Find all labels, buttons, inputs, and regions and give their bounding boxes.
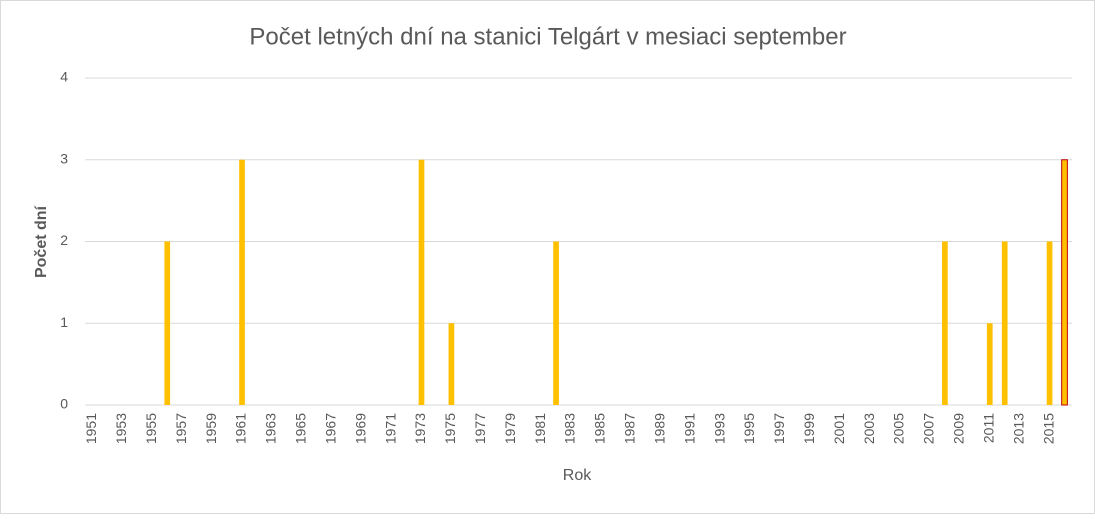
x-tick-label: 1971 [382,413,398,444]
x-tick-label: 2009 [951,413,967,444]
x-tick-label: 2007 [921,413,937,444]
y-tick-label: 4 [60,69,68,85]
x-tick-label: 1993 [711,413,727,444]
bar [418,159,425,405]
x-tick-label: 1957 [173,413,189,444]
x-tick-label: 1995 [741,413,757,444]
bar [1046,241,1053,405]
x-tick-label: 1985 [592,413,608,444]
x-tick-label: 2013 [1010,413,1026,444]
y-tick-label: 0 [60,396,68,412]
bar [164,241,171,405]
x-tick-label: 1989 [651,413,667,444]
x-tick-label: 2011 [980,413,996,443]
x-tick-label: 1965 [293,413,309,444]
x-tick-label: 1959 [203,413,219,444]
bar [1001,241,1008,405]
x-tick-label: 1977 [472,413,488,444]
x-tick-label: 1983 [562,413,578,444]
x-tick-label: 1973 [412,413,428,444]
y-axis-label: Počet dní [33,205,50,278]
x-tick-label: 1975 [442,413,458,444]
bar [553,241,559,405]
bar [448,323,455,405]
bar [942,241,948,405]
bar [986,323,993,405]
x-tick-label: 1955 [143,413,159,444]
x-tick-label: 1979 [502,413,518,444]
x-tick-label: 1991 [681,413,697,444]
chart-title: Počet letných dní na stanici Telgárt v m… [249,23,846,50]
x-tick-label: 1967 [322,413,338,444]
y-tick-label: 1 [60,314,68,330]
x-tick-label: 2003 [861,413,877,444]
x-tick-label: 1987 [622,413,638,444]
x-tick-label: 1963 [263,413,279,444]
x-tick-label: 1969 [352,413,368,444]
x-tick-label: 2015 [1040,413,1056,444]
x-tick-label: 2005 [891,413,907,444]
x-axis-label: Rok [563,467,592,484]
x-tick-label: 2001 [831,413,847,444]
x-tick-label: 1999 [801,413,817,444]
y-tick-label: 3 [60,150,68,166]
x-tick-label: 1953 [113,413,129,444]
bar [1061,159,1068,406]
bar [239,159,245,405]
x-tick-label: 1981 [532,413,548,444]
x-tick-label: 1961 [233,413,249,444]
x-tick-label: 1997 [771,413,787,444]
y-tick-label: 2 [60,232,68,248]
x-tick-label: 1951 [83,413,99,444]
